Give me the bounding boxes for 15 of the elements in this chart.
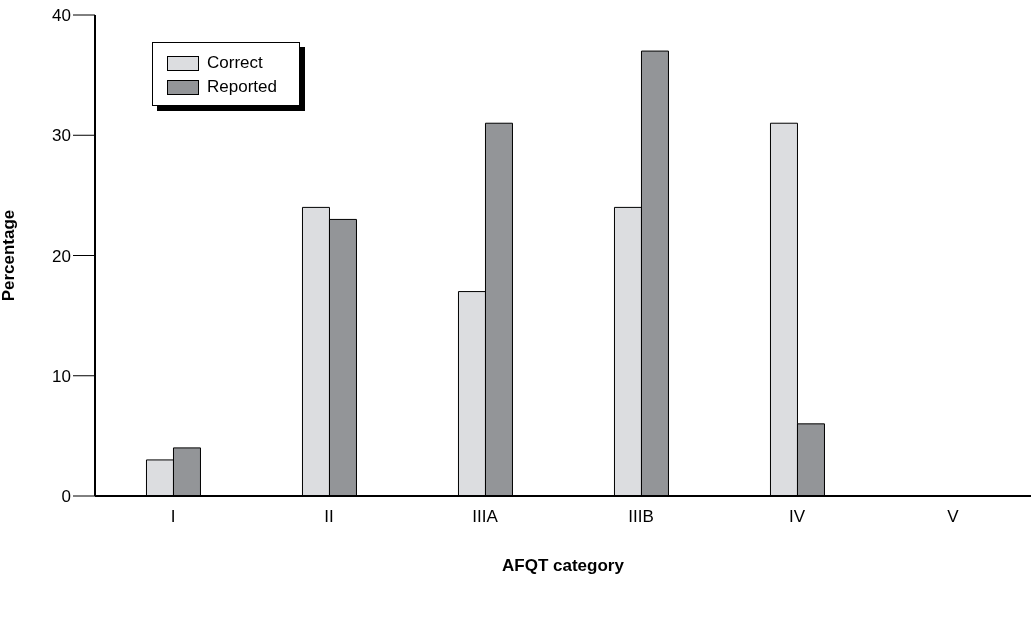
y-axis-title: Percentage [0,209,19,302]
legend-label: Correct [207,53,263,73]
y-tick-label: 20 [52,246,71,266]
x-tick-label: V [947,507,960,527]
y-tick-label: 0 [61,487,71,507]
x-tick-label: IV [788,507,806,527]
y-tick-label: 10 [52,366,71,386]
y-tick-label: 40 [52,6,71,26]
legend-label: Reported [207,77,277,97]
x-tick-label: I [170,507,176,527]
x-axis-title: AFQT category [502,556,625,575]
x-tick-label: II [324,507,334,527]
x-tick-label: IIIA [472,507,499,527]
y-tick-label: 30 [52,126,71,146]
x-tick-label: IIIB [628,507,654,527]
